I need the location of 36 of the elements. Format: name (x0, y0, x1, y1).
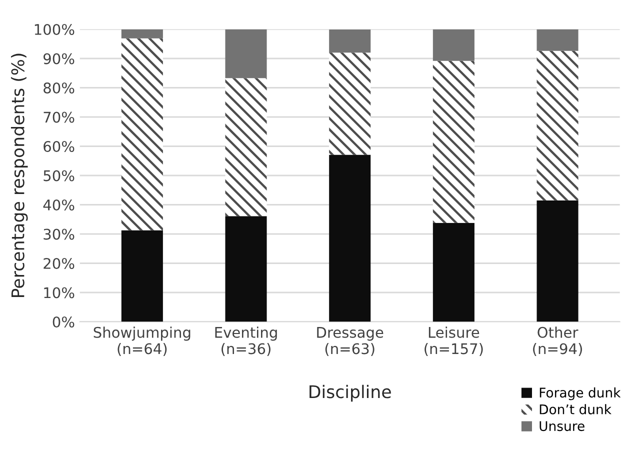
x-tick-label: Showjumping (n=64) (94, 326, 190, 356)
y-tick-label: 40% (43, 199, 74, 210)
bar (121, 29, 163, 38)
bar (225, 29, 267, 78)
bar (329, 30, 371, 53)
bar (329, 52, 371, 155)
bar (121, 38, 163, 230)
y-tick-label: 30% (44, 228, 74, 240)
x-tick-label: Eventing (n=36) (215, 326, 277, 356)
y-tick-label: 90% (44, 53, 74, 64)
y-tick-label: 50% (44, 170, 74, 182)
bar (432, 60, 474, 223)
bar (225, 216, 267, 322)
bar (536, 200, 578, 322)
legend-label: Unsure (540, 421, 584, 432)
bar (225, 78, 267, 216)
x-tick-label: Leisure (n=157) (424, 326, 483, 356)
bar (121, 230, 163, 322)
bar (432, 222, 474, 322)
x-tick-label: Dressage (n=63) (317, 327, 384, 356)
y-tick-label: 10% (44, 287, 74, 298)
y-tick-label: 100% (34, 24, 74, 35)
x-tick-label: Other (n=94) (533, 326, 582, 356)
y-tick-label: 80% (44, 82, 74, 94)
y-tick-label: 70% (44, 112, 74, 123)
y-axis-title: Percentage respondents (%) (10, 54, 28, 297)
bar (536, 50, 578, 200)
y-tick-label: 0% (52, 316, 74, 328)
bar (536, 29, 578, 51)
y-tick-label: 60% (44, 140, 74, 152)
bar (432, 29, 474, 61)
legend-label: Don’t dunk (540, 404, 612, 414)
bar (329, 154, 371, 322)
y-tick-label: 20% (44, 258, 74, 269)
legend-label: Forage dunk (540, 387, 621, 400)
x-axis-title: Discipline (310, 384, 391, 402)
